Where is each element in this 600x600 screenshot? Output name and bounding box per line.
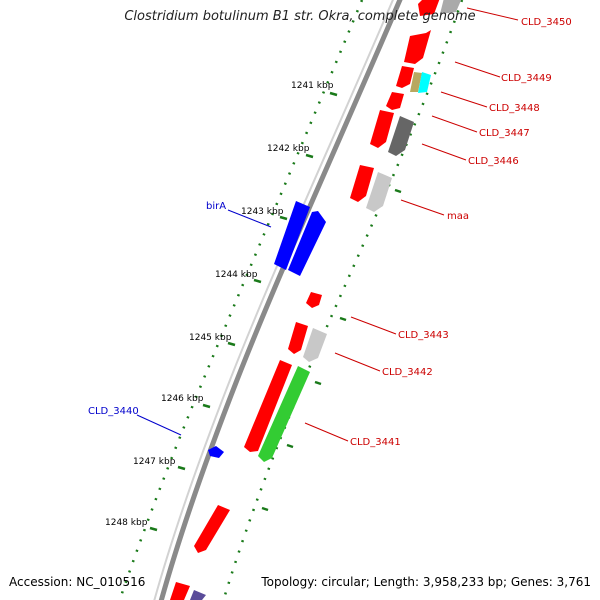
ruler-tick [177, 465, 186, 471]
topology-text: Topology: circular; Length: 3,958,233 bp… [261, 575, 591, 589]
leader-lines [136, 7, 519, 442]
leader-line-cld-3446 [421, 143, 467, 161]
accession-text: Accession: NC_010516 [9, 575, 146, 589]
ruler-tick [339, 316, 347, 322]
leader-line-cld-3440 [136, 414, 182, 436]
leader-line-cld-3448 [440, 91, 488, 108]
leader-line-maa [400, 199, 445, 216]
ruler-tick [149, 526, 158, 532]
leader-line-cld-3442 [334, 352, 381, 372]
feature-label-cld-3446[interactable]: CLD_3446 [468, 156, 519, 167]
gene-arrow-cyan [418, 72, 431, 93]
feature-label-maa[interactable]: maa [447, 211, 469, 222]
gene-arrow-cld-3450 [418, 0, 440, 16]
ruler-tick [253, 278, 262, 284]
feature-label-cld-3449[interactable]: CLD_3449 [501, 73, 552, 84]
feature-label-bira[interactable]: birA [206, 201, 226, 212]
backbone [153, 0, 403, 600]
leader-line-cld-3447 [431, 115, 478, 133]
gene-arrow-bira-a [274, 201, 310, 270]
feature-label-cld-3450[interactable]: CLD_3450 [521, 17, 572, 28]
gene-arrow-maa [366, 172, 392, 212]
gene-arrow-olive [410, 72, 422, 92]
gene-arrow-gray-top [440, 0, 462, 14]
ruler-tick [227, 341, 236, 347]
ruler-label: 1245 kbp [189, 333, 232, 343]
map-title: Clostridium botulinum B1 str. Okra, comp… [124, 9, 476, 24]
feature-label-cld-3448[interactable]: CLD_3448 [489, 103, 540, 114]
gene-arrow-cld-3441 [258, 366, 310, 462]
ruler-tick [279, 215, 288, 221]
feature-label-cld-3441[interactable]: CLD_3441 [350, 437, 401, 448]
gene-arrow-red-lower [194, 505, 230, 553]
feature-label-cld-3443[interactable]: CLD_3443 [398, 330, 449, 341]
feature-labels: CLD_3450 CLD_3449 CLD_3448 CLD_3447 CLD_… [88, 17, 572, 448]
leader-line-cld-3449 [454, 61, 501, 78]
ruler-tick [305, 153, 314, 159]
tick-rings [118, 0, 464, 600]
feature-label-cld-3447[interactable]: CLD_3447 [479, 128, 530, 139]
leader-line-cld-3441 [304, 422, 349, 442]
ruler-labels: 1241 kbp 1242 kbp 1243 kbp 1244 kbp 1245… [105, 81, 334, 528]
gene-arrow-cld-3447 [388, 116, 414, 156]
gene-arrow-cld-3446 [350, 165, 374, 202]
ruler-label: 1247 kbp [133, 457, 176, 467]
ruler-label: 1242 kbp [267, 144, 310, 154]
ruler-label: 1244 kbp [215, 270, 258, 280]
gene-arrow-cld-3440 [208, 446, 224, 458]
gene-arrow-red-small [386, 92, 404, 110]
feature-label-cld-3442[interactable]: CLD_3442 [382, 367, 433, 378]
ruler-tick [314, 380, 322, 386]
gene-arrow-purple-bottom [190, 590, 206, 600]
feature-label-cld-3440[interactable]: CLD_3440 [88, 406, 139, 417]
leader-line-bira [227, 209, 272, 228]
gene-arrow-cld-3443 [303, 328, 327, 362]
ruler-label: 1243 kbp [241, 207, 284, 217]
gene-arrow-bira-b [288, 211, 326, 276]
gene-arrow-cld-3443-red [288, 322, 308, 354]
gene-arrow-red-tiny [306, 292, 322, 308]
gene-arrow-red-bottom [170, 582, 190, 600]
ruler-tick [394, 188, 402, 194]
gene-arrow-cld-3449 [404, 30, 431, 64]
ruler-label: 1246 kbp [161, 394, 204, 404]
leader-line-cld-3450 [466, 7, 519, 21]
ruler-tick [329, 91, 338, 97]
ruler-tick [261, 506, 269, 512]
leader-line-cld-3443 [350, 316, 397, 335]
ruler-tick [202, 403, 211, 409]
ruler-label: 1241 kbp [291, 81, 334, 91]
ruler-tick [286, 443, 294, 449]
ruler-ticks [149, 91, 402, 532]
gene-arrow-cld-3442 [244, 360, 292, 452]
gene-arrow-cld-3447-red [370, 110, 394, 148]
ruler-label: 1248 kbp [105, 518, 148, 528]
feature-glyphs [170, 0, 462, 600]
gene-arrow-cld-3448 [396, 66, 414, 88]
